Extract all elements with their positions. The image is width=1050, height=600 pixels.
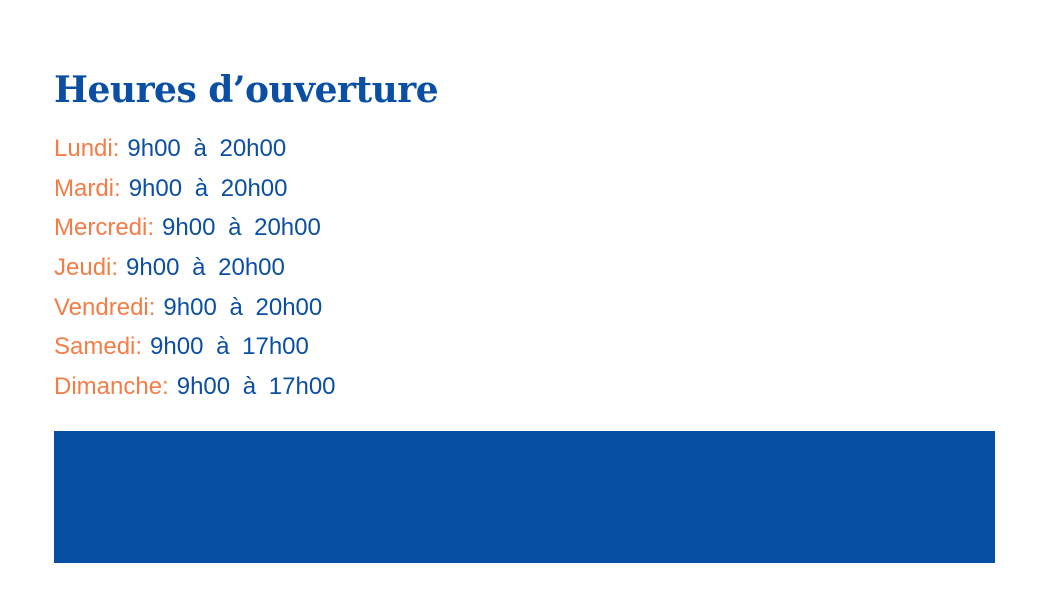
day-label: Mercredi:: [54, 214, 155, 242]
schedule-row-thursday: Jeudi: 9h00 à 20h00: [54, 251, 336, 291]
day-label: Vendredi:: [54, 293, 156, 321]
opening-hours-list: Lundi: 9h00 à 20h00 Mardi: 9h00 à 20h00 Me…: [54, 132, 336, 410]
day-label: Mardi:: [54, 174, 121, 202]
hours-value: 9h00 à 17h00: [150, 333, 309, 361]
schedule-row-tuesday: Mardi: 9h00 à 20h00: [54, 172, 336, 212]
hours-value: 9h00 à 20h00: [127, 135, 287, 162]
blue-banner: [54, 431, 995, 563]
day-label: Samedi:: [54, 333, 143, 361]
hours-value: 9h00 à 17h00: [176, 373, 336, 401]
day-label: Lundi:: [54, 135, 120, 162]
page-title: Heures d’ouverture: [54, 69, 439, 111]
schedule-row-saturday: Samedi: 9h00 à 17h00: [54, 330, 336, 370]
day-label: Jeudi:: [54, 254, 119, 282]
hours-value: 9h00 à 20h00: [163, 293, 323, 321]
day-label: Dimanche:: [54, 373, 169, 401]
schedule-row-friday: Vendredi: 9h00 à 20h00: [54, 291, 336, 331]
hours-value: 9h00 à 20h00: [162, 214, 321, 242]
schedule-row-monday: Lundi: 9h00 à 20h00: [54, 132, 336, 172]
hours-value: 9h00 à 20h00: [128, 174, 288, 202]
hours-value: 9h00 à 20h00: [126, 254, 285, 282]
schedule-row-wednesday: Mercredi: 9h00 à 20h00: [54, 211, 336, 251]
schedule-row-sunday: Dimanche: 9h00 à 17h00: [54, 370, 336, 410]
